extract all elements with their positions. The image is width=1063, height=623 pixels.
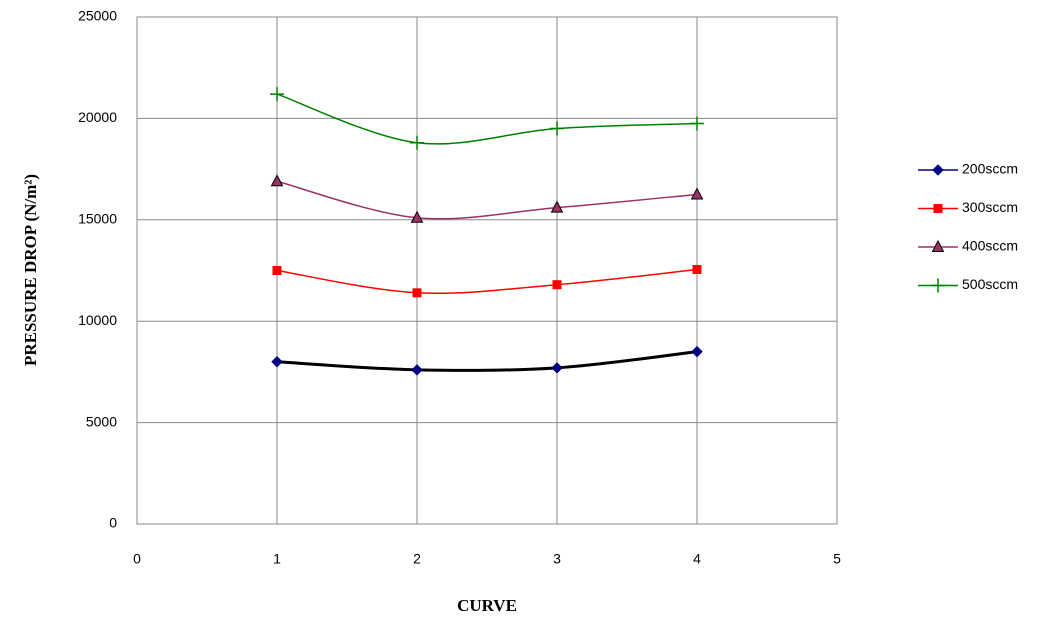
series-line <box>276 350 698 372</box>
legend-marker <box>933 204 943 213</box>
data-point <box>270 174 284 187</box>
legend-label: 200sccm <box>962 161 1018 177</box>
legend-marker <box>932 164 944 176</box>
series-line <box>276 180 698 220</box>
y-axis-title: PRESSURE DROP (N/m²) <box>21 174 40 366</box>
y-tick-label: 10000 <box>78 312 117 328</box>
data-point <box>552 280 562 290</box>
data-point <box>412 288 422 298</box>
data-point <box>411 364 423 376</box>
data-point <box>550 121 564 136</box>
x-tick-label: 4 <box>693 551 701 567</box>
x-axis-title: CURVE <box>457 596 517 615</box>
legend-label: 300sccm <box>962 199 1018 215</box>
legend-label: 500sccm <box>962 276 1018 292</box>
data-point <box>691 345 703 358</box>
legend-marker <box>931 239 945 252</box>
legend-marker <box>931 278 945 293</box>
data-point <box>270 87 284 102</box>
data-point <box>410 210 424 223</box>
data-point <box>272 266 282 275</box>
data-point <box>410 135 424 150</box>
plot-border <box>136 16 838 525</box>
data-point <box>550 200 564 213</box>
data-point <box>690 187 704 200</box>
x-tick-label: 3 <box>553 551 561 567</box>
x-tick-label: 0 <box>133 551 141 567</box>
data-point <box>551 362 563 374</box>
y-tick-label: 25000 <box>78 8 117 24</box>
data-point <box>692 264 702 274</box>
series-line <box>276 268 698 295</box>
series-line <box>276 93 698 145</box>
data-point <box>271 356 283 368</box>
x-tick-label: 2 <box>413 551 421 567</box>
y-tick-label: 0 <box>109 515 117 531</box>
legend-label: 400sccm <box>962 238 1018 254</box>
y-tick-label: 20000 <box>78 109 117 125</box>
data-point <box>690 116 704 131</box>
x-tick-label: 5 <box>833 551 841 567</box>
x-tick-label: 1 <box>273 551 281 567</box>
y-tick-label: 5000 <box>86 413 117 429</box>
y-tick-label: 15000 <box>78 211 117 227</box>
